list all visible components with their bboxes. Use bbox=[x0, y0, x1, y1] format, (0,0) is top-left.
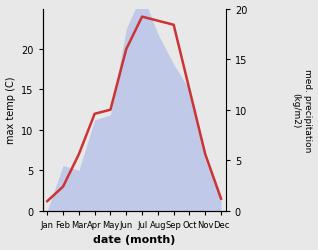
Y-axis label: max temp (C): max temp (C) bbox=[5, 77, 16, 144]
Y-axis label: med. precipitation
(kg/m2): med. precipitation (kg/m2) bbox=[292, 69, 313, 152]
X-axis label: date (month): date (month) bbox=[93, 234, 175, 244]
